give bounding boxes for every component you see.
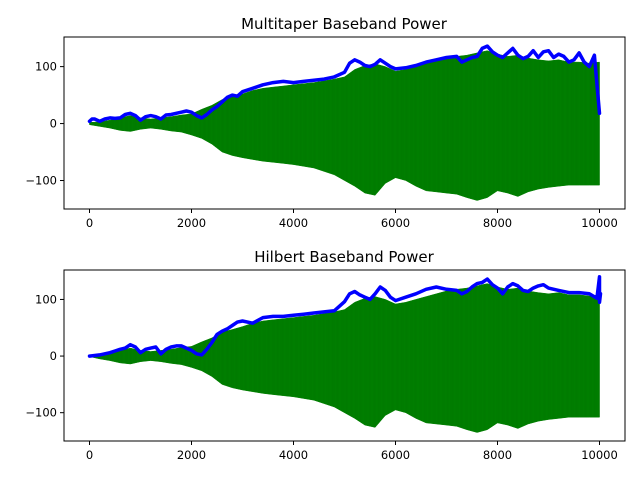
subplot-hilbert: Hilbert Baseband Power 0 2000 4000 6000 8000…	[25, 248, 626, 462]
axes-frame	[63, 36, 626, 210]
plot-marks	[87, 44, 602, 201]
signal-oscillation	[89, 50, 600, 201]
signal-band	[89, 283, 600, 433]
y-tick-label: 0	[50, 349, 57, 363]
y-tick-label: 100	[35, 60, 57, 74]
y-tick-label: 0	[50, 117, 57, 131]
axes-frame	[63, 269, 626, 442]
x-tick-label: 10000	[581, 448, 618, 462]
x-tick-label: 8000	[483, 448, 512, 462]
x-tick-label: 8000	[483, 216, 512, 230]
axis-ticks: 0 2000 4000 6000 8000 10000 −100 0 100	[25, 60, 617, 230]
x-tick-label: 6000	[381, 216, 410, 230]
x-tick-label: 2000	[177, 448, 206, 462]
plot-marks	[87, 275, 603, 433]
signal-band	[89, 50, 600, 201]
plot-title: Multitaper Baseband Power	[241, 15, 448, 33]
envelope-line	[87, 275, 603, 358]
y-tick-label: −100	[25, 174, 57, 188]
plot-title: Hilbert Baseband Power	[254, 248, 434, 266]
y-tick-label: −100	[25, 406, 57, 420]
x-tick-label: 4000	[279, 216, 308, 230]
x-tick-label: 0	[86, 448, 93, 462]
x-tick-label: 4000	[279, 448, 308, 462]
subplot-multitaper: Multitaper Baseband Power 0 2000 4000 6000 8…	[25, 15, 626, 230]
envelope-line	[87, 44, 602, 124]
x-tick-label: 2000	[177, 216, 206, 230]
x-tick-label: 6000	[381, 448, 410, 462]
axis-ticks: 0 2000 4000 6000 8000 10000 −100 0 100	[25, 292, 617, 462]
x-tick-label: 10000	[581, 216, 618, 230]
y-tick-label: 100	[35, 292, 57, 306]
x-tick-label: 0	[86, 216, 93, 230]
